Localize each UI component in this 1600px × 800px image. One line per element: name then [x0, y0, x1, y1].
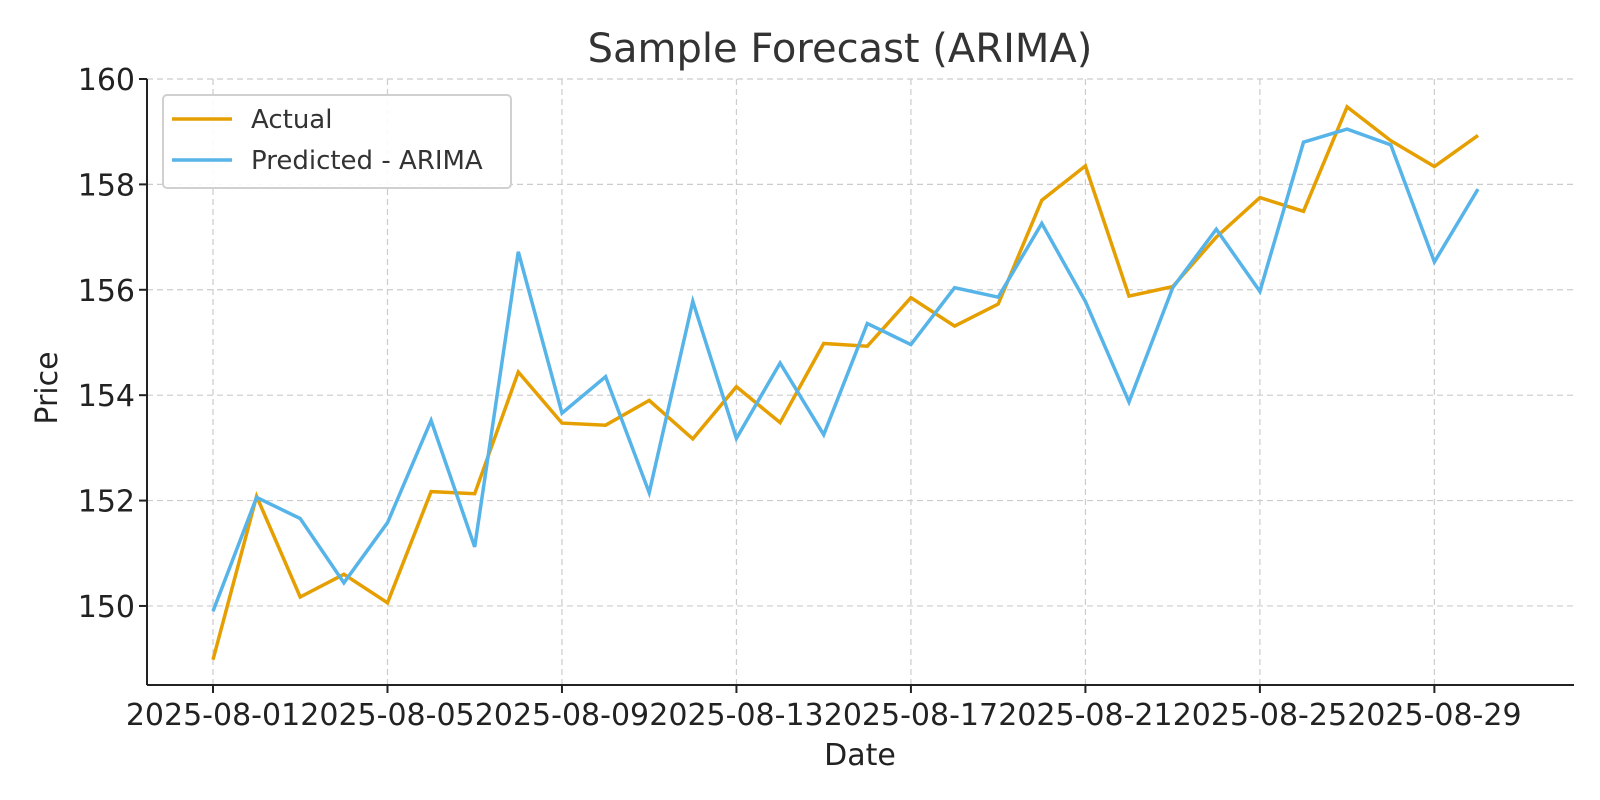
chart-title: Sample Forecast (ARIMA)	[588, 26, 1093, 72]
legend-label-actual: Actual	[251, 105, 332, 135]
legend-label-predicted: Predicted - ARIMA	[251, 146, 483, 176]
y-tick-label: 158	[78, 168, 135, 203]
x-tick-label: 2025-08-17	[824, 698, 998, 733]
axes	[146, 79, 1574, 686]
x-tick-label: 2025-08-29	[1347, 698, 1521, 733]
series-lines	[211, 104, 1480, 661]
x-tick-label: 2025-08-13	[649, 698, 823, 733]
x-tick-label: 2025-08-21	[998, 698, 1172, 733]
x-axis-label: Date	[824, 738, 896, 773]
x-tick-label: 2025-08-05	[300, 698, 474, 733]
x-tick-label: 2025-08-09	[475, 698, 649, 733]
y-axis-label: Price	[30, 351, 65, 424]
x-tick-label: 2025-08-01	[126, 698, 300, 733]
x-tick-label: 2025-08-25	[1173, 698, 1347, 733]
series-line-actual	[211, 104, 1480, 661]
legend: Actual Predicted - ARIMA	[162, 94, 512, 189]
y-tick-label: 154	[78, 379, 135, 414]
y-tick-label: 156	[78, 274, 135, 309]
y-tick-label: 152	[78, 485, 135, 520]
y-tick-label: 160	[78, 63, 135, 98]
y-tick-label: 150	[78, 590, 135, 625]
legend-box	[162, 94, 512, 189]
series-line-predicted	[211, 127, 1480, 612]
